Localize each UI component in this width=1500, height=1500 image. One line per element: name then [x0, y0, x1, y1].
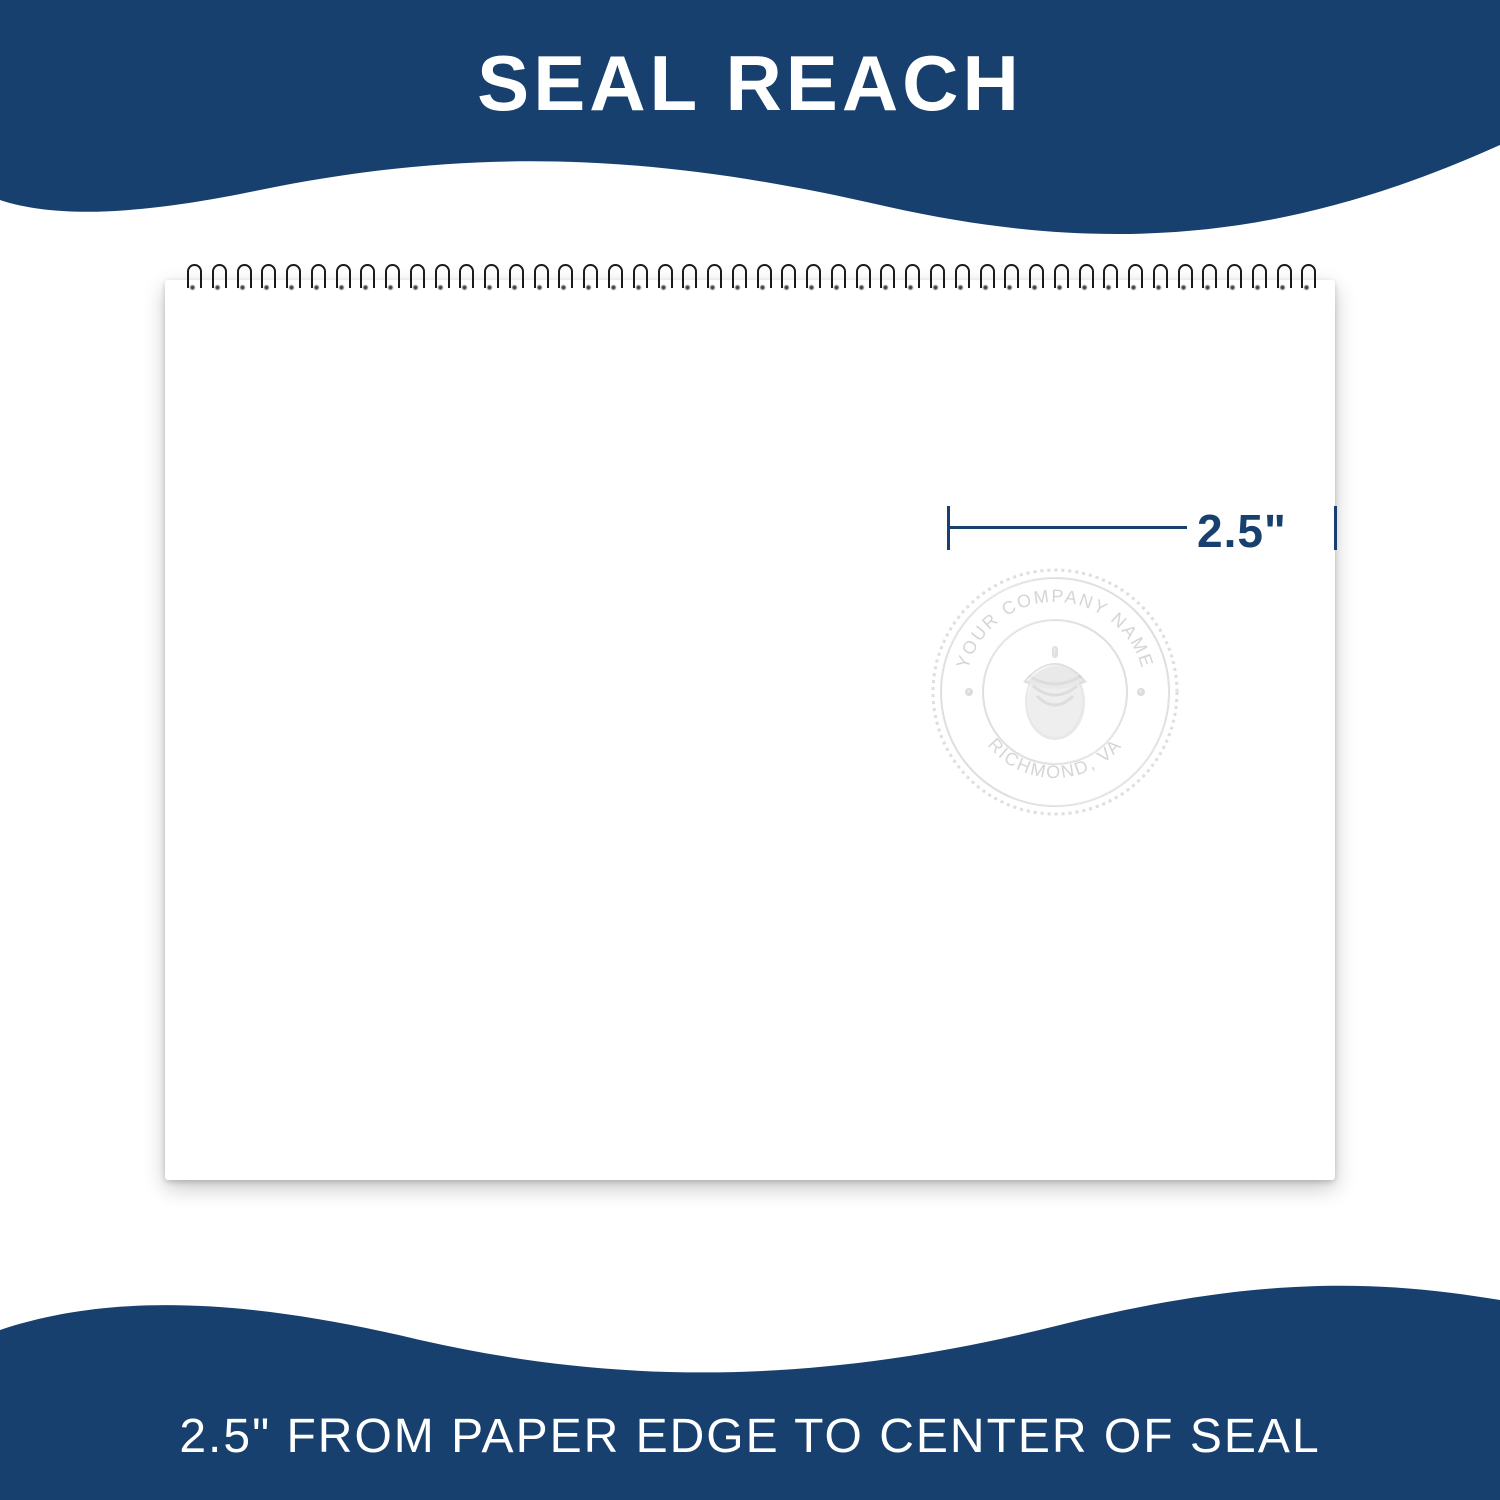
spiral-ring — [730, 264, 745, 298]
spiral-ring — [1002, 264, 1017, 298]
spiral-ring — [482, 264, 497, 298]
spiral-ring — [903, 264, 918, 298]
spiral-ring — [978, 264, 993, 298]
spiral-ring — [408, 264, 423, 298]
page-title: SEAL REACH — [0, 38, 1500, 129]
spiral-ring — [581, 264, 596, 298]
spiral-ring — [1151, 264, 1166, 298]
spiral-ring — [309, 264, 324, 298]
spiral-ring — [804, 264, 819, 298]
spiral-ring — [755, 264, 770, 298]
seal-icon: YOUR COMPANY NAME RICHMOND, VA — [925, 562, 1185, 822]
spiral-ring — [829, 264, 844, 298]
spiral-ring — [606, 264, 621, 298]
spiral-ring — [1052, 264, 1067, 298]
spiral-ring — [1101, 264, 1116, 298]
seal-bottom-text: RICHMOND, VA — [984, 734, 1126, 782]
spiral-ring — [433, 264, 448, 298]
spiral-ring — [507, 264, 522, 298]
spiral-ring — [1126, 264, 1141, 298]
spiral-ring — [457, 264, 472, 298]
spiral-ring — [185, 264, 200, 298]
spiral-ring — [928, 264, 943, 298]
spiral-ring — [259, 264, 274, 298]
spiral-ring — [1250, 264, 1265, 298]
spiral-ring — [1176, 264, 1191, 298]
spiral-ring — [210, 264, 225, 298]
spiral-ring — [1275, 264, 1290, 298]
spiral-ring — [680, 264, 695, 298]
spiral-ring — [556, 264, 571, 298]
spiral-ring — [383, 264, 398, 298]
spiral-ring — [1077, 264, 1092, 298]
spiral-ring — [779, 264, 794, 298]
spiral-ring — [284, 264, 299, 298]
spiral-ring — [1200, 264, 1215, 298]
header-band: SEAL REACH — [0, 0, 1500, 260]
spiral-ring — [953, 264, 968, 298]
spiral-ring — [1027, 264, 1042, 298]
footer-caption: 2.5" FROM PAPER EDGE TO CENTER OF SEAL — [0, 1409, 1500, 1464]
spiral-ring — [532, 264, 547, 298]
spiral-ring — [1299, 264, 1314, 298]
measure-tick-right — [1334, 506, 1337, 550]
seal-top-text: YOUR COMPANY NAME — [952, 586, 1157, 671]
spiral-ring — [631, 264, 646, 298]
measure-label: 2.5" — [1197, 504, 1287, 558]
embossed-seal: YOUR COMPANY NAME RICHMOND, VA — [925, 562, 1185, 822]
spiral-ring — [878, 264, 893, 298]
spiral-ring — [235, 264, 250, 298]
spiral-ring — [334, 264, 349, 298]
spiral-ring — [1225, 264, 1240, 298]
spiral-ring — [358, 264, 373, 298]
spiral-binding — [185, 264, 1315, 304]
footer-band: 2.5" FROM PAPER EDGE TO CENTER OF SEAL — [0, 1240, 1500, 1500]
notebook-paper: 2.5" — [165, 280, 1335, 1180]
reach-measurement: 2.5" — [947, 500, 1337, 556]
spiral-ring — [854, 264, 869, 298]
measure-line — [947, 526, 1187, 529]
spiral-ring — [656, 264, 671, 298]
spiral-ring — [705, 264, 720, 298]
